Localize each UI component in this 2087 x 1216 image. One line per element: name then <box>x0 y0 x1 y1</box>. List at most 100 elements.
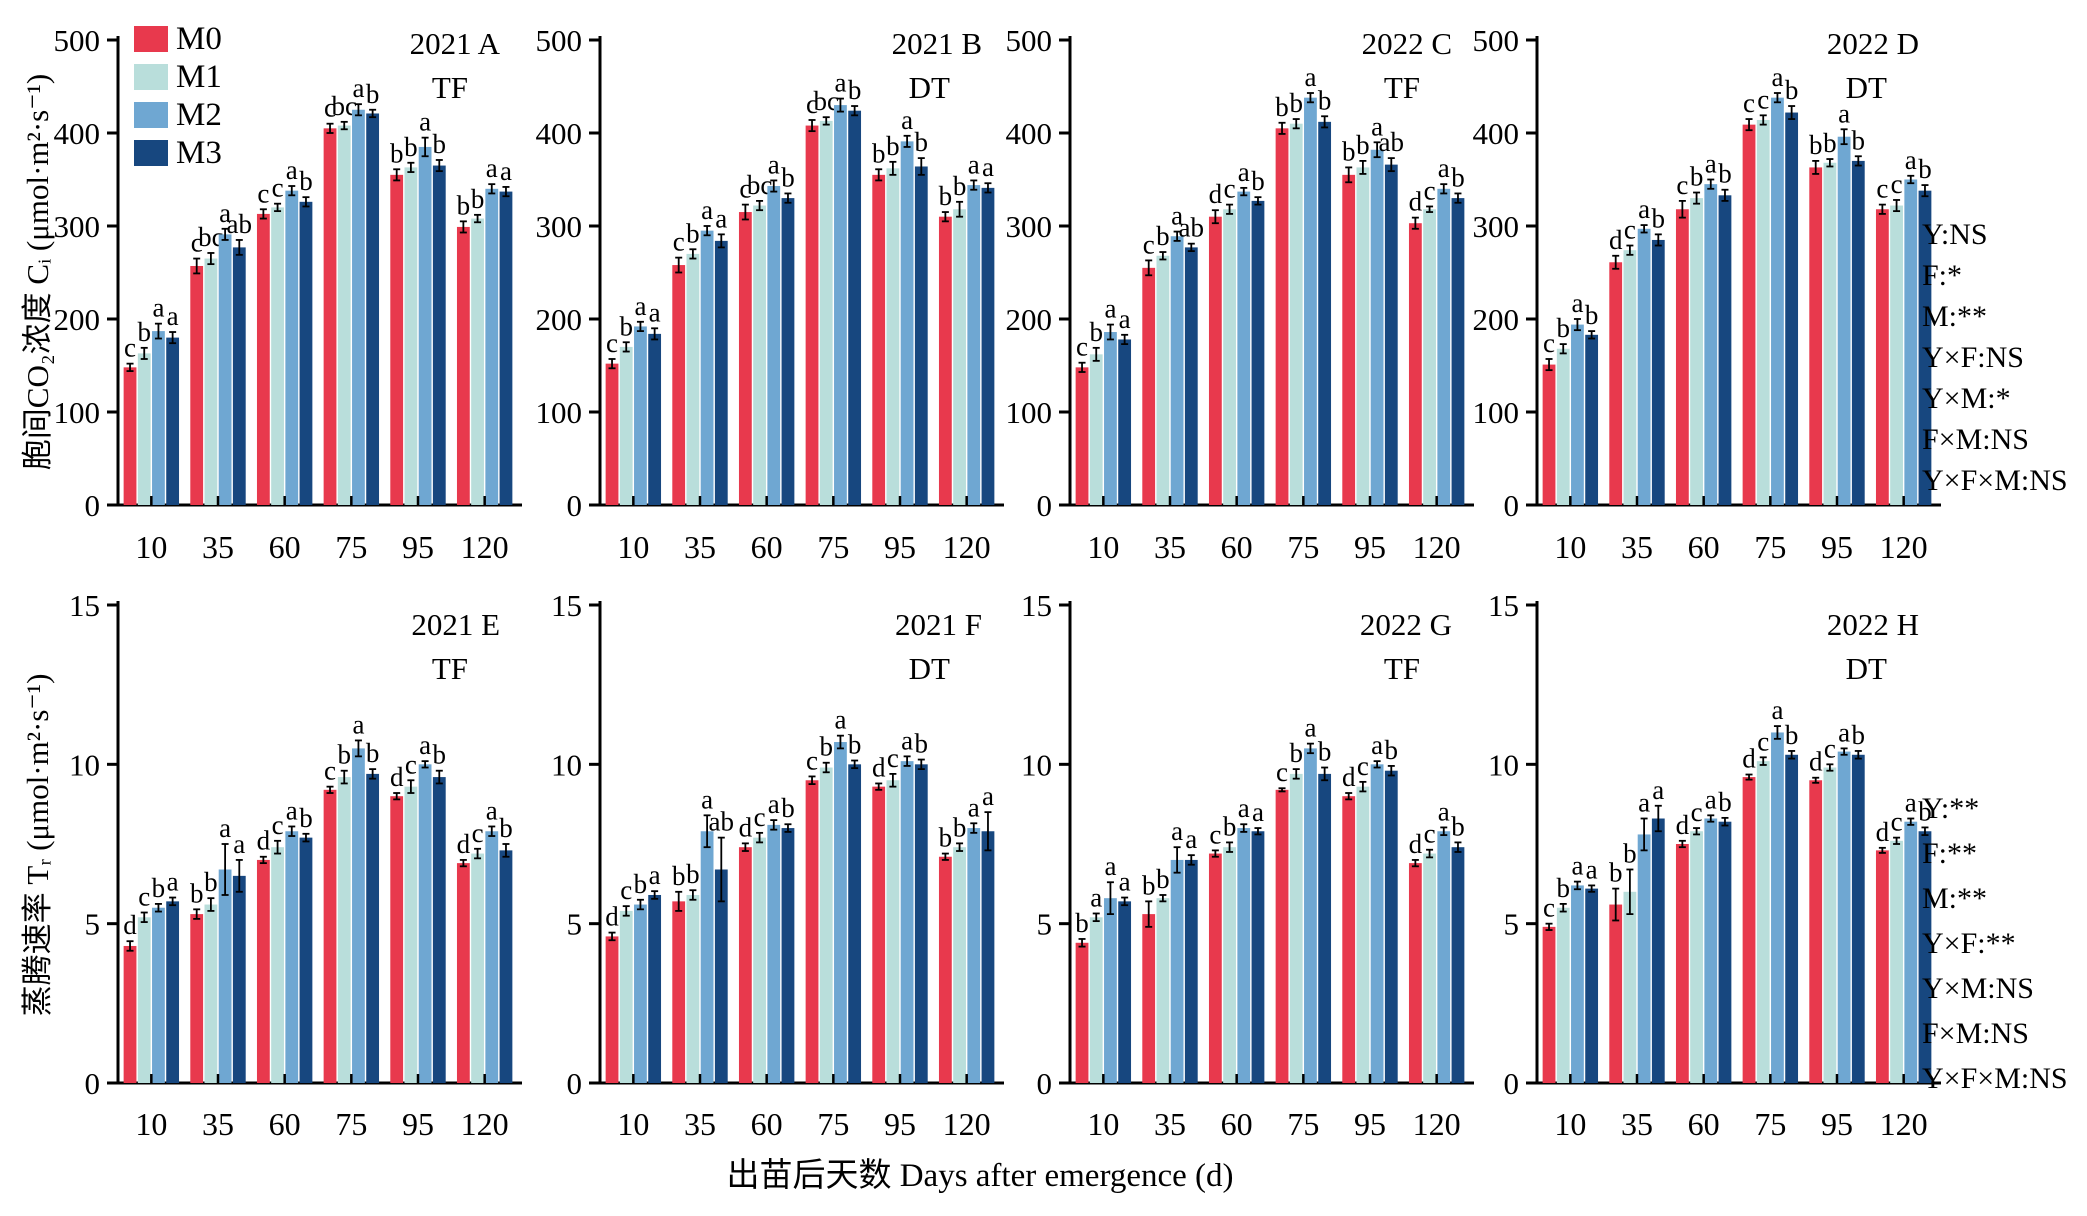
sig-letter: b <box>1156 864 1170 894</box>
bar-M2 <box>634 904 647 1083</box>
sig-letter: a <box>1119 304 1131 334</box>
bar-M2 <box>418 764 432 1083</box>
sig-letter: b <box>872 138 886 168</box>
sig-letter: b <box>1718 787 1732 817</box>
bar-M3 <box>432 777 446 1083</box>
bar-M3 <box>499 191 513 505</box>
sig-letter: b <box>953 812 967 842</box>
y-tick-label: 5 <box>1037 907 1053 942</box>
x-tick-label: 95 <box>402 529 434 565</box>
legend-label: M2 <box>176 97 222 133</box>
bar-M2 <box>352 109 365 505</box>
sig-letter: b <box>848 75 862 105</box>
bar-M3 <box>1251 200 1265 505</box>
x-tick-label: 60 <box>1688 529 1720 565</box>
bar-M3 <box>366 773 380 1083</box>
sig-letter: a <box>982 781 994 811</box>
sig-letter: a <box>1905 788 1917 818</box>
sig-letter: b <box>1356 130 1370 160</box>
bar-M0 <box>1742 124 1756 505</box>
sig-letter: a <box>1838 98 1850 128</box>
x-tick-label: 95 <box>1354 529 1386 565</box>
y-tick-label: 0 <box>567 488 583 523</box>
bar-M1 <box>1156 255 1170 505</box>
bar-M2 <box>1704 818 1718 1083</box>
y-tick-label: 0 <box>567 1066 583 1101</box>
sig-letter: a <box>1705 149 1717 179</box>
stat-line: Y:NS <box>1922 218 1988 251</box>
bar-M0 <box>323 789 337 1083</box>
bar-M0 <box>1142 914 1156 1083</box>
bar-M2 <box>1170 236 1184 506</box>
bar-M3 <box>648 894 662 1083</box>
stat-line: Y:** <box>1922 792 1980 825</box>
bar-M2 <box>1837 751 1851 1083</box>
bar-M0 <box>1875 209 1889 505</box>
sig-letter: d <box>1876 817 1890 847</box>
bar-M2 <box>700 230 714 505</box>
sig-letter: a <box>1438 796 1450 826</box>
sig-letter: b <box>137 317 151 347</box>
y-tick-label: 0 <box>1037 488 1053 523</box>
sig-letter: b <box>433 129 447 159</box>
bar-M1 <box>137 917 151 1083</box>
bar-M0 <box>1075 942 1089 1083</box>
panel-treatment: DT <box>909 651 950 686</box>
sig-letter: d <box>1676 810 1690 840</box>
bar-M0 <box>123 367 137 505</box>
x-tick-label: 75 <box>335 529 367 565</box>
bar-M3 <box>366 113 380 505</box>
sig-letter: b <box>781 162 795 192</box>
panel-title: 2021 F <box>895 607 982 642</box>
x-tick-label: 120 <box>1413 529 1461 565</box>
bar-M1 <box>271 847 284 1083</box>
sig-letter: a <box>1371 111 1383 141</box>
bar-M3 <box>714 869 728 1083</box>
y-tick-label: 0 <box>85 488 101 523</box>
bar-M0 <box>1342 796 1356 1083</box>
sig-letter: c <box>606 328 618 358</box>
y-tick-label: 300 <box>536 209 583 244</box>
sig-letter: d <box>123 910 137 940</box>
bar-M3 <box>1184 859 1198 1083</box>
bar-M1 <box>753 205 766 506</box>
legend-swatch-M3 <box>134 140 168 166</box>
sig-letter: a <box>152 293 164 323</box>
bar-M2 <box>900 761 914 1083</box>
bar-M3 <box>1451 847 1465 1083</box>
bar-M1 <box>886 780 900 1083</box>
bar-M1 <box>1823 767 1837 1083</box>
sig-letter: c <box>1743 88 1755 118</box>
bar-M0 <box>1609 904 1623 1083</box>
y-tick-label: 5 <box>567 907 583 942</box>
sig-letter: c <box>272 173 284 203</box>
panel-2021-b-dt-chart: 0100200300400500ccccbbbbbcbcbbaaaaaaaabb… <box>536 23 1004 565</box>
sig-letter: a <box>1586 854 1598 884</box>
sig-letter: c <box>739 174 751 204</box>
bar-M3 <box>166 901 180 1083</box>
bar-M0 <box>1142 267 1156 505</box>
bar-M1 <box>471 218 484 505</box>
bar-M2 <box>1837 136 1851 505</box>
x-tick-label: 75 <box>1287 1106 1319 1142</box>
bar-M2 <box>152 331 165 505</box>
anova-stats-top-row: Y:NS F:* M:** Y×F:NS Y×M:* F×M:NS Y×F×M:NS <box>1922 214 2068 501</box>
bar-M3 <box>1585 334 1599 505</box>
y-tick-label: 0 <box>1037 1066 1053 1101</box>
panel-title: 2021 B <box>892 26 982 61</box>
bar-M1 <box>137 353 151 505</box>
sig-letter: ab <box>709 807 734 837</box>
bar-M1 <box>619 346 633 505</box>
bar-M2 <box>1637 228 1651 506</box>
sig-letter: b <box>1275 92 1289 122</box>
sig-letter: b <box>939 823 953 853</box>
bar-M0 <box>1208 216 1222 505</box>
bar-M1 <box>953 209 966 505</box>
y-tick-label: 300 <box>1006 209 1053 244</box>
y-tick-label: 500 <box>1473 23 1520 58</box>
sig-letter: b <box>672 861 686 891</box>
sig-letter: c <box>1891 807 1903 837</box>
y-tick-label: 100 <box>1473 395 1520 430</box>
bar-M0 <box>390 174 404 505</box>
x-tick-label: 35 <box>1154 1106 1186 1142</box>
